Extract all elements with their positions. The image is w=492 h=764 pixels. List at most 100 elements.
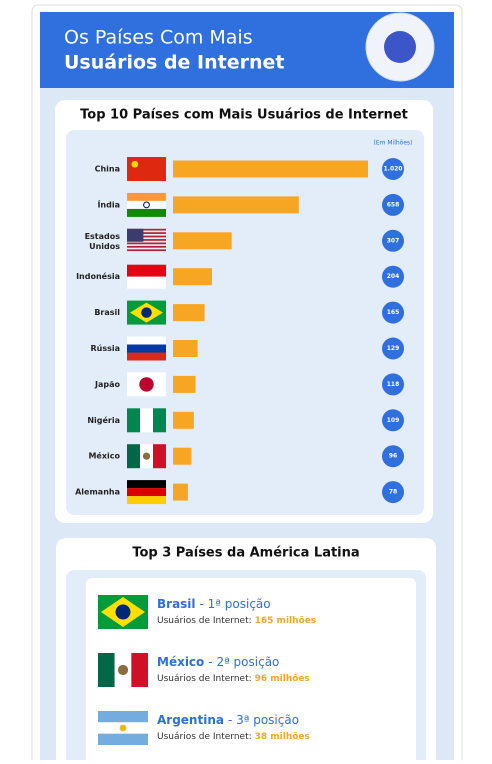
flag-part [98, 733, 148, 745]
latam-position: - 1ª posição [200, 597, 271, 611]
category-label: Estados Unidos [85, 231, 121, 250]
flag-part [127, 480, 166, 489]
value-label: 118 [387, 381, 400, 388]
value-label: 204 [387, 273, 400, 280]
flag-part [98, 653, 115, 687]
latam-users: Usuários de Internet: 38 milhões [157, 732, 310, 742]
flag-part [127, 488, 166, 497]
flag-part [139, 377, 154, 392]
chart-title: Top 10 Países com Mais Usuários de Inter… [80, 108, 408, 123]
latam-country: México [157, 655, 204, 669]
flag-part [127, 496, 166, 505]
category-label: Nigéria [87, 415, 120, 425]
value-badge [382, 373, 404, 396]
bar [173, 196, 299, 214]
flag-part [131, 160, 139, 168]
category-label-line: Unidos [89, 241, 120, 250]
category-label: Índia [97, 198, 120, 209]
users-value: 96 milhões [255, 674, 310, 684]
bar [173, 232, 232, 250]
flag-part [127, 444, 140, 469]
unit-note: (Em Milhões) [373, 140, 412, 147]
flag-part [127, 235, 166, 238]
category-label: Indonésia [76, 271, 120, 281]
bar [173, 375, 196, 393]
flag-part [143, 201, 150, 209]
value-badge [382, 445, 404, 468]
flag-part [127, 228, 166, 231]
latam-heading: Argentina - 3ª posição [157, 713, 299, 727]
value-badge [382, 158, 404, 180]
flag-part [127, 232, 166, 234]
flag-part [127, 157, 166, 181]
value-label: 307 [387, 237, 400, 244]
flag-part [127, 249, 166, 252]
category-label-line: Estados [85, 231, 121, 240]
value-label: 78 [389, 489, 397, 496]
value-badge [382, 193, 404, 216]
bar [173, 304, 205, 322]
flag-part [127, 239, 166, 241]
flag-part [115, 604, 131, 620]
latam-users: Usuários de Internet: 96 milhões [157, 674, 310, 684]
flag-part [142, 452, 151, 460]
value-badge [382, 337, 404, 360]
category-label: Japão [94, 380, 121, 389]
latam-country: Argentina [157, 713, 224, 727]
flag-part [117, 664, 129, 676]
flag-part [127, 336, 166, 345]
latam-list [86, 578, 416, 764]
users-value: 165 milhões [255, 616, 317, 626]
users-value: 38 milhões [255, 732, 310, 742]
users-label: Usuários de Internet: [157, 674, 252, 684]
flag-part [127, 192, 166, 201]
latam-heading: México - 2ª posição [157, 655, 279, 669]
flag-part [98, 711, 148, 723]
flag-part [141, 307, 152, 318]
category-label: China [95, 165, 120, 174]
flag-part [131, 653, 148, 687]
value-label: 96 [389, 453, 397, 460]
flag-part [127, 200, 166, 209]
flag-part [127, 208, 166, 217]
flag-part [140, 408, 153, 433]
flag-part [127, 242, 166, 245]
bar [173, 447, 192, 465]
value-badge [382, 265, 404, 288]
flag-part [153, 444, 166, 469]
value-badge [382, 301, 404, 324]
value-badge [382, 481, 404, 504]
header-title: Os Países Com Mais [64, 27, 253, 49]
category-label: Alemanha [75, 488, 120, 497]
category-label: Brasil [94, 308, 120, 317]
value-label: 129 [387, 345, 400, 352]
latam-position: - 2ª posição [208, 655, 279, 669]
flag-part [127, 264, 166, 277]
category-label: México [88, 451, 120, 461]
flag-part [153, 408, 166, 433]
value-badge [382, 409, 404, 432]
flag-part [119, 724, 127, 732]
value-label: 109 [387, 417, 400, 424]
latam-users: Usuários de Internet: 165 milhões [157, 616, 316, 626]
latam-heading: Brasil - 1ª posição [157, 597, 271, 611]
header-icon [384, 31, 416, 63]
category-label: Rússia [90, 344, 120, 353]
flag-part [127, 228, 144, 242]
value-label: 658 [387, 201, 400, 208]
bar [173, 268, 212, 286]
header-title: Usuários de Internet [64, 52, 284, 74]
users-label: Usuários de Internet: [157, 616, 252, 626]
bar [173, 411, 194, 429]
bar [173, 483, 188, 501]
latam-title: Top 3 Países da América Latina [132, 546, 359, 561]
bar [173, 160, 368, 178]
flag-part [127, 408, 140, 433]
value-label: 1.020 [384, 166, 403, 173]
flag-part [127, 276, 166, 289]
value-label: 165 [387, 309, 400, 316]
bar [173, 340, 198, 357]
flag-part [127, 344, 166, 353]
latam-position: - 3ª posição [228, 713, 299, 727]
